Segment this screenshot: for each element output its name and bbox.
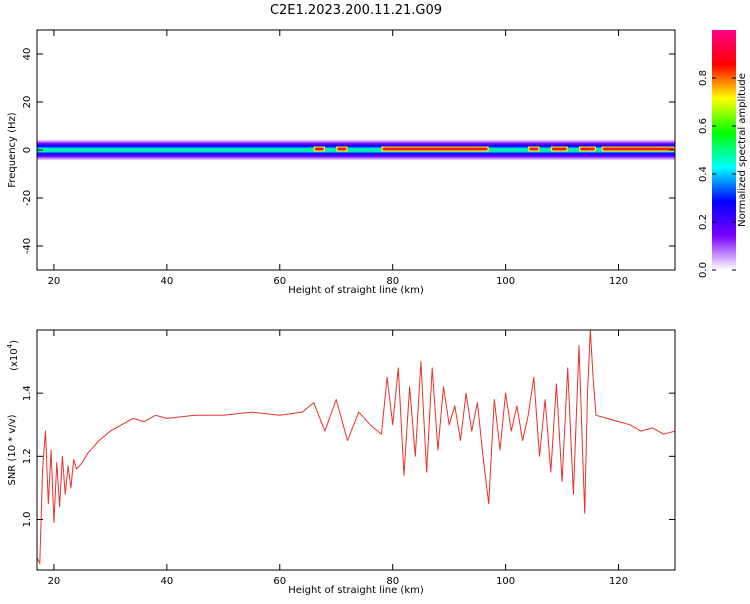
colorbar: 0.0 0.2 0.4 0.6 0.8 Normalized spectral ampl… (698, 30, 748, 278)
y-tick-label: 0 (22, 147, 33, 153)
y-tick-label: -20 (22, 190, 33, 206)
snr-y-scale-prefix: (x10 (9, 348, 20, 371)
colorbar-label: Normalized spectral amplitude (737, 73, 748, 227)
x-tick-label: 120 (609, 276, 628, 287)
figure-title: C2E1.2023.200.11.21.G09 (270, 3, 442, 18)
colorbar-gradient (712, 30, 736, 270)
spectral-peak (529, 147, 539, 151)
x-tick-label: 100 (496, 576, 515, 587)
spectrogram-panel: 20 40 60 80 100 120 -40 -20 0 20 40 Height of str… (7, 29, 676, 296)
colorbar-tick-label: 0.0 (698, 262, 709, 278)
snr-frame (36, 329, 676, 571)
colorbar-tick-label: 0.6 (698, 118, 709, 134)
x-tick-label: 40 (160, 576, 173, 587)
x-tick-label: 60 (273, 276, 286, 287)
spectrogram-y-label: Frequency (Hz) (7, 112, 18, 188)
spectrogram-y-ticks: -40 -20 0 20 40 (22, 48, 675, 254)
snr-x-ticks: 20 40 60 80 100 120 (48, 330, 628, 587)
x-tick-label: 100 (496, 276, 515, 287)
y-tick-label: 1.2 (22, 448, 33, 464)
spectral-peak (382, 147, 488, 151)
spectrogram-x-ticks: 20 40 60 80 100 120 (48, 30, 628, 287)
colorbar-tick-label: 0.8 (698, 70, 709, 86)
x-tick-label: 80 (386, 276, 399, 287)
snr-x-label: Height of straight line (km) (288, 585, 424, 596)
colorbar-tick-label: 0.2 (698, 214, 709, 230)
spectral-peak (580, 147, 595, 151)
spectral-peak (337, 147, 347, 151)
x-tick-label: 120 (609, 576, 628, 587)
snr-y-scale-exponent: 4 (6, 343, 14, 348)
snr-y-label: SNR (10 * v/v) (7, 414, 18, 485)
snr-panel: 20 40 60 80 100 120 1.0 1.2 1.4 Height of strai… (6, 329, 676, 596)
y-tick-label: 1.4 (22, 385, 33, 401)
colorbar-tick-label: 0.4 (698, 166, 709, 182)
colorbar-ticks: 0.0 0.2 0.4 0.6 0.8 (698, 70, 736, 278)
snr-series-line (37, 330, 675, 565)
y-tick-label: 40 (22, 48, 33, 61)
y-tick-label: 1.0 (22, 512, 33, 528)
y-tick-label: -40 (22, 238, 33, 254)
spectral-peak (314, 147, 324, 151)
x-tick-label: 20 (48, 276, 61, 287)
snr-y-scale: (x104) (6, 340, 20, 371)
x-tick-label: 20 (48, 576, 61, 587)
spectral-peaks (313, 146, 675, 152)
spectrogram-x-label: Height of straight line (km) (288, 285, 424, 296)
spectral-peak (551, 147, 567, 151)
spectral-peak (602, 147, 674, 151)
y-tick-label: 20 (22, 96, 33, 109)
x-tick-label: 40 (160, 276, 173, 287)
x-tick-label: 80 (386, 576, 399, 587)
snr-y-ticks: 1.0 1.2 1.4 (22, 385, 675, 527)
svg-text:(x104): (x104) (6, 340, 20, 371)
x-tick-label: 60 (273, 576, 286, 587)
spectral-band (37, 139, 675, 161)
